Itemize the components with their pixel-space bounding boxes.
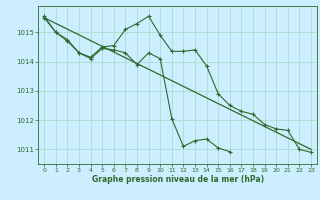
X-axis label: Graphe pression niveau de la mer (hPa): Graphe pression niveau de la mer (hPa) [92, 175, 264, 184]
